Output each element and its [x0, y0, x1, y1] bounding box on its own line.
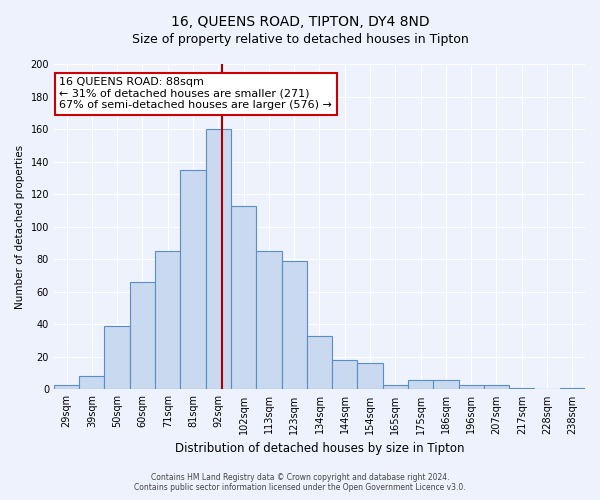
Bar	[281, 261, 307, 390]
Y-axis label: Number of detached properties: Number of detached properties	[15, 144, 25, 309]
Bar	[332, 360, 358, 390]
Bar	[155, 251, 181, 390]
Bar	[458, 384, 484, 390]
Bar	[509, 388, 535, 390]
Text: Contains HM Land Registry data © Crown copyright and database right 2024.
Contai: Contains HM Land Registry data © Crown c…	[134, 473, 466, 492]
Bar	[104, 326, 130, 390]
Bar	[231, 206, 256, 390]
Bar	[130, 282, 155, 390]
Bar	[433, 380, 458, 390]
Bar	[408, 380, 433, 390]
Bar	[206, 129, 231, 390]
Bar	[256, 251, 281, 390]
X-axis label: Distribution of detached houses by size in Tipton: Distribution of detached houses by size …	[175, 442, 464, 455]
Bar	[79, 376, 104, 390]
Bar	[181, 170, 206, 390]
Text: 16 QUEENS ROAD: 88sqm
← 31% of detached houses are smaller (271)
67% of semi-det: 16 QUEENS ROAD: 88sqm ← 31% of detached …	[59, 77, 332, 110]
Bar	[54, 384, 79, 390]
Bar	[484, 384, 509, 390]
Text: 16, QUEENS ROAD, TIPTON, DY4 8ND: 16, QUEENS ROAD, TIPTON, DY4 8ND	[170, 15, 430, 29]
Bar	[358, 364, 383, 390]
Bar	[307, 336, 332, 390]
Bar	[560, 388, 585, 390]
Bar	[383, 384, 408, 390]
Text: Size of property relative to detached houses in Tipton: Size of property relative to detached ho…	[131, 32, 469, 46]
